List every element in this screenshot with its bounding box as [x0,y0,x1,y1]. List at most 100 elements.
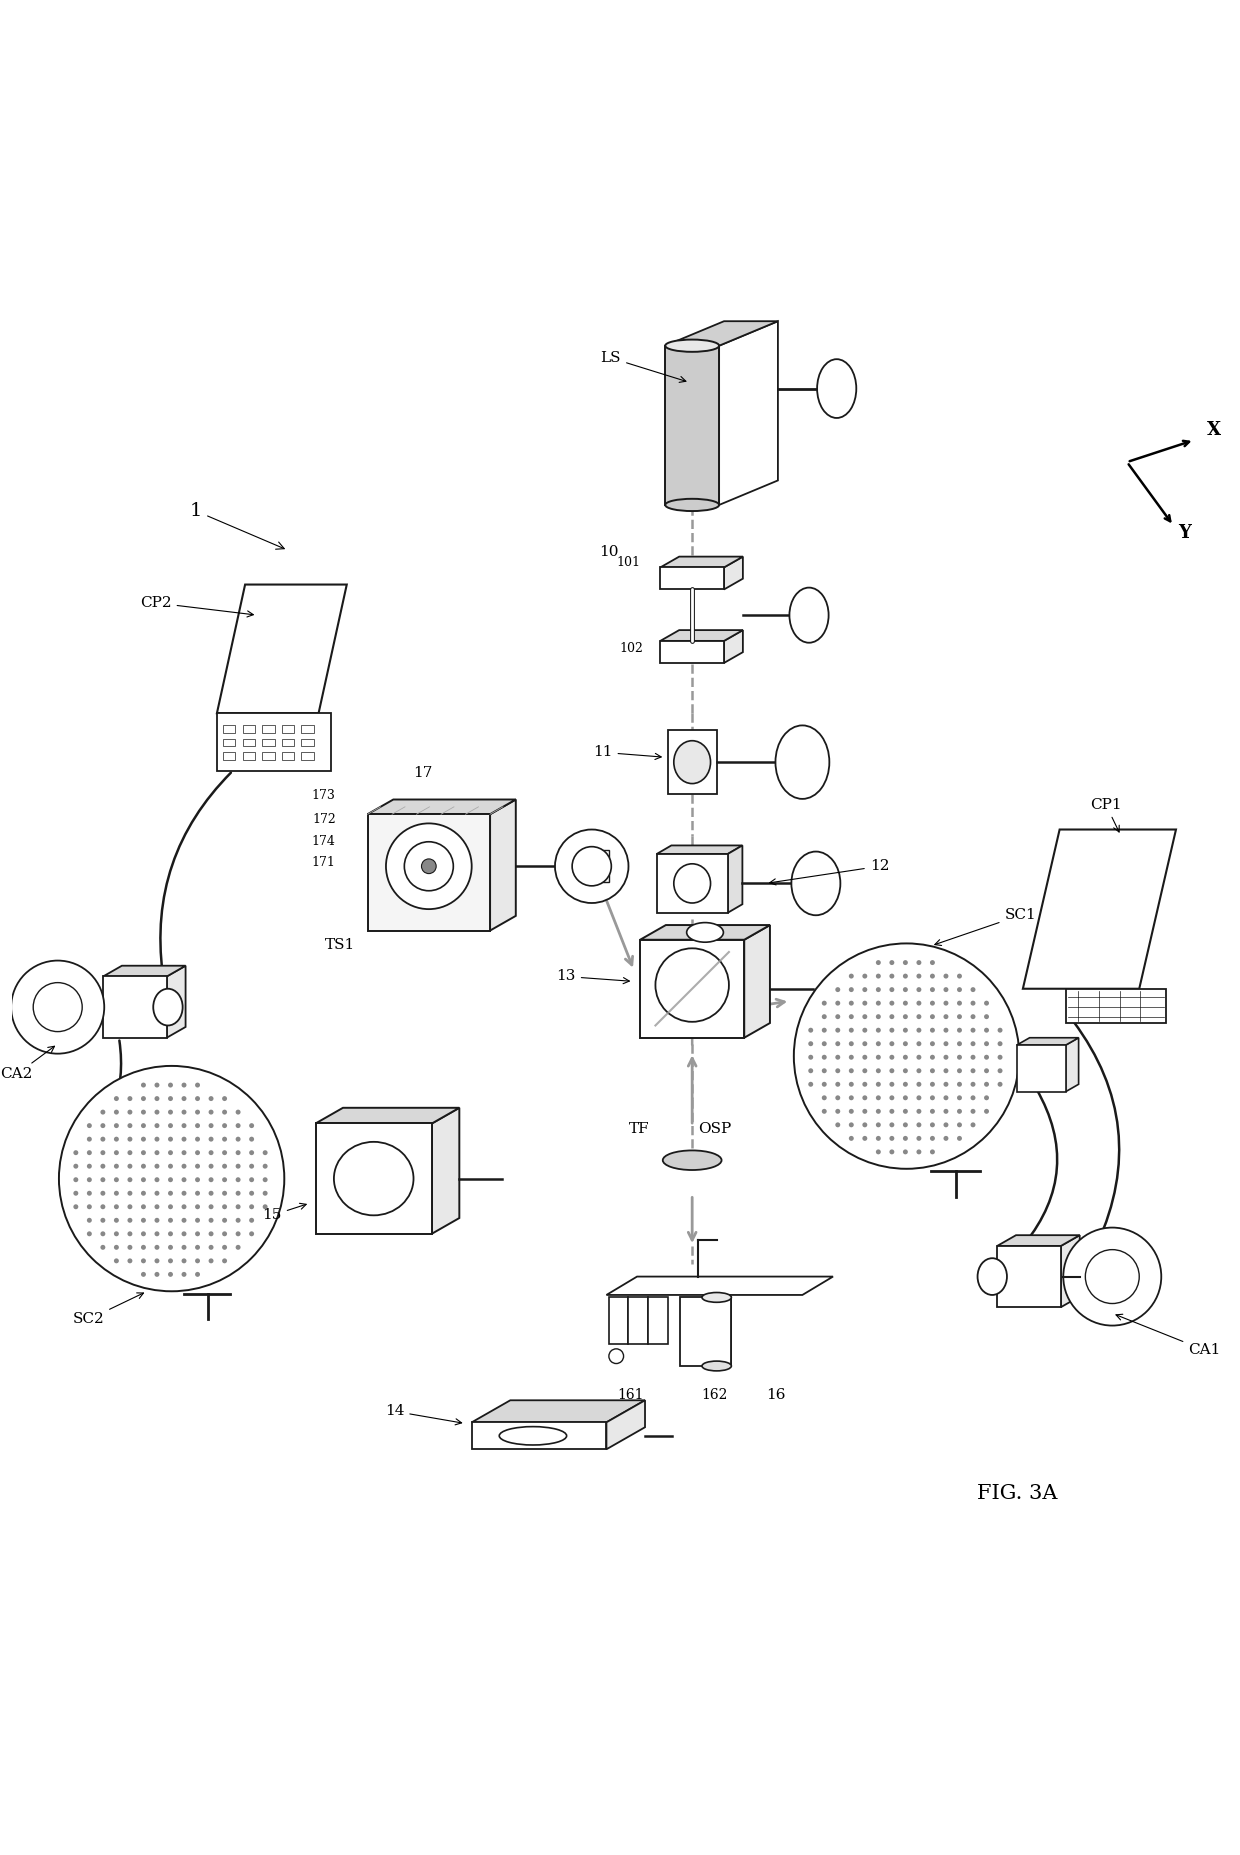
Circle shape [128,1217,133,1222]
Circle shape [875,961,880,965]
Circle shape [155,1163,160,1169]
Ellipse shape [790,588,828,642]
Circle shape [903,1000,908,1005]
Circle shape [916,1068,921,1074]
Circle shape [249,1191,254,1196]
Circle shape [167,1191,172,1196]
Circle shape [862,1109,867,1113]
Text: Y: Y [1178,523,1192,542]
Circle shape [167,1232,172,1235]
Circle shape [836,1081,841,1087]
Polygon shape [661,568,724,590]
Circle shape [875,987,880,992]
Circle shape [889,1122,894,1128]
Ellipse shape [817,360,857,417]
Polygon shape [661,556,743,568]
Circle shape [985,1041,990,1046]
Text: 11: 11 [593,746,661,759]
Circle shape [849,1081,854,1087]
Circle shape [930,1015,935,1018]
Circle shape [916,1015,921,1018]
Circle shape [249,1137,254,1141]
Circle shape [862,987,867,992]
Circle shape [957,987,962,992]
Circle shape [141,1245,146,1250]
Circle shape [985,1081,990,1087]
Circle shape [208,1122,213,1128]
Circle shape [155,1191,160,1196]
Ellipse shape [665,339,719,352]
Circle shape [971,1109,976,1113]
Ellipse shape [500,1426,567,1445]
Circle shape [944,987,949,992]
Circle shape [33,983,82,1031]
Circle shape [916,1041,921,1046]
Circle shape [386,824,471,909]
Circle shape [957,1000,962,1005]
Circle shape [141,1096,146,1102]
Circle shape [985,1028,990,1033]
Circle shape [849,1055,854,1059]
Text: 101: 101 [616,556,641,569]
Circle shape [944,1122,949,1128]
Circle shape [944,974,949,979]
Circle shape [903,1109,908,1113]
Circle shape [889,987,894,992]
Circle shape [100,1163,105,1169]
Circle shape [889,1135,894,1141]
Polygon shape [665,321,777,345]
Polygon shape [103,966,186,976]
Circle shape [181,1232,186,1235]
Polygon shape [667,731,717,794]
Circle shape [944,1094,949,1100]
Circle shape [875,1109,880,1113]
Circle shape [1063,1228,1162,1326]
Circle shape [985,1015,990,1018]
Polygon shape [367,814,490,931]
Polygon shape [471,1423,606,1449]
Circle shape [875,1068,880,1074]
Circle shape [971,1041,976,1046]
Circle shape [195,1191,200,1196]
Circle shape [957,1122,962,1128]
Circle shape [875,1041,880,1046]
Text: 161: 161 [618,1388,644,1402]
Ellipse shape [154,989,182,1026]
Circle shape [181,1178,186,1182]
Circle shape [957,1081,962,1087]
Circle shape [249,1217,254,1222]
Polygon shape [490,800,516,931]
Polygon shape [724,556,743,590]
Polygon shape [1061,1235,1080,1308]
Circle shape [971,1122,976,1128]
Circle shape [862,1122,867,1128]
Circle shape [916,1000,921,1005]
Circle shape [167,1122,172,1128]
Circle shape [875,1055,880,1059]
Circle shape [889,1000,894,1005]
Circle shape [195,1083,200,1087]
Circle shape [222,1122,227,1128]
Circle shape [208,1245,213,1250]
Text: 10: 10 [599,545,619,560]
Polygon shape [728,846,743,913]
Circle shape [916,974,921,979]
Text: 13: 13 [557,970,630,983]
Ellipse shape [673,740,711,783]
Circle shape [849,1109,854,1113]
Circle shape [903,1028,908,1033]
Circle shape [208,1178,213,1182]
Circle shape [889,974,894,979]
Circle shape [114,1204,119,1209]
Circle shape [422,859,436,874]
Circle shape [141,1217,146,1222]
Circle shape [100,1191,105,1196]
Circle shape [114,1232,119,1235]
Polygon shape [702,1297,732,1365]
Circle shape [957,1109,962,1113]
Circle shape [916,1094,921,1100]
Circle shape [263,1204,268,1209]
Polygon shape [665,345,719,505]
Circle shape [875,1028,880,1033]
Circle shape [957,1055,962,1059]
